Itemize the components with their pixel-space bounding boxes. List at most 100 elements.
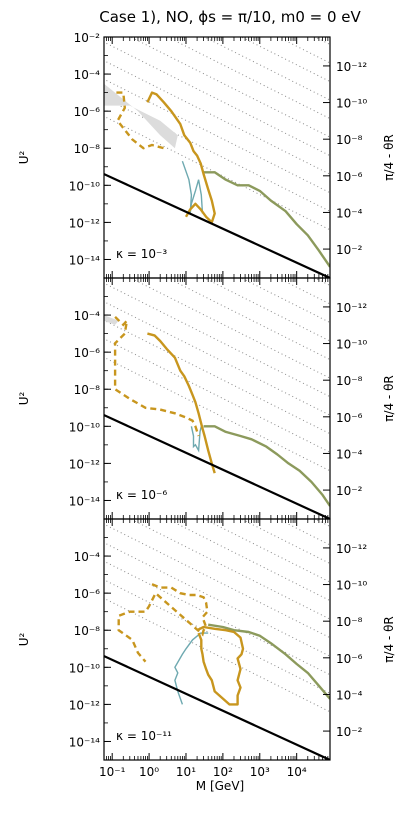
grid-line: [67, 357, 367, 508]
grid-line: [277, 278, 330, 305]
y-axis-label-right: π/4 - θR: [382, 134, 396, 181]
y-tick-label: 10⁻²: [74, 31, 101, 45]
x-tick-label: 10¹: [176, 765, 196, 779]
y-tick-label: 10⁻¹⁰: [69, 661, 100, 675]
series-gold-solid: [146, 91, 216, 224]
series-teal: [190, 426, 202, 453]
grid-line: [166, 519, 330, 602]
right-tick-label: 10⁻²: [336, 243, 363, 257]
series-olive: [203, 171, 330, 268]
x-tick-label: 10⁰: [139, 765, 159, 779]
y-tick-label: 10⁻¹⁴: [69, 253, 100, 267]
x-tick-label: 10²: [213, 765, 233, 779]
y-tick-label: 10⁻⁸: [74, 383, 101, 397]
y-tick-label: 10⁻⁸: [74, 142, 101, 156]
right-tick-label: 10⁻⁸: [336, 133, 363, 147]
grid-line: [104, 60, 330, 175]
right-tick-label: 10⁻²: [336, 725, 363, 739]
figure-title: Case 1), NO, ϕs = π/10, m0 = 0 eV: [99, 8, 361, 26]
right-tick-label: 10⁻¹⁰: [336, 97, 367, 111]
right-tick-label: 10⁻⁸: [336, 615, 363, 629]
plot-area: [67, 0, 367, 278]
y-tick-label: 10⁻⁴: [74, 68, 101, 82]
kappa-annotation: κ = 10⁻³: [116, 247, 167, 261]
right-tick-label: 10⁻⁶: [336, 652, 363, 666]
x-tick-label: 10⁻¹: [99, 765, 126, 779]
y-tick-label: 10⁻¹⁰: [69, 420, 100, 434]
right-tick-label: 10⁻⁴: [336, 688, 363, 702]
right-tick-label: 10⁻¹²: [336, 542, 367, 556]
y-tick-label: 10⁻⁸: [74, 624, 101, 638]
grid-line: [104, 542, 330, 657]
y-tick-label: 10⁻¹²: [69, 698, 100, 712]
y-tick-label: 10⁻¹²: [69, 216, 100, 230]
right-tick-label: 10⁻¹²: [336, 60, 367, 74]
grid-line: [67, 283, 367, 434]
y-axis-label: U²: [17, 151, 31, 165]
series-teal: [181, 160, 204, 214]
grid-line: [129, 519, 330, 620]
y-tick-label: 10⁻⁶: [74, 346, 101, 360]
plot-area: [67, 283, 367, 760]
y-tick-label: 10⁻¹⁴: [69, 735, 100, 749]
plot-area: [67, 116, 367, 519]
right-tick-label: 10⁻⁶: [336, 170, 363, 184]
grid-line: [240, 519, 330, 565]
series-seesaw: [104, 414, 330, 519]
grid-line: [104, 282, 330, 398]
grid-line: [104, 301, 330, 416]
grid-line: [67, 376, 367, 527]
series-gold-dashed: [116, 91, 165, 150]
y-tick-label: 10⁻⁴: [74, 309, 101, 323]
panels: 10⁻² 10⁻⁴ 10⁻⁶ 10⁻⁸ 10⁻¹⁰ 10⁻¹² 10⁻¹⁴ 10⁻¹² 10⁻¹…: [17, 0, 396, 779]
grid-line: [67, 116, 367, 267]
grid-line: [104, 560, 330, 676]
x-axis-label: M [GeV]: [196, 779, 244, 793]
series-seesaw: [104, 655, 330, 760]
y-axis-label: U²: [17, 633, 31, 647]
series-gold-solid: [147, 332, 216, 474]
series-gold-dashed: [117, 583, 209, 663]
right-tick-label: 10⁻⁶: [336, 411, 363, 425]
series-olive: [203, 425, 330, 507]
grid-line: [104, 319, 330, 435]
y-tick-label: 10⁻¹⁰: [69, 179, 100, 193]
grid-line: [67, 302, 367, 453]
series-shade: [104, 83, 178, 149]
kappa-annotation: κ = 10⁻⁶: [116, 488, 167, 502]
grid-line: [104, 523, 330, 639]
y-tick-label: 10⁻⁶: [74, 587, 101, 601]
right-tick-label: 10⁻¹⁰: [336, 338, 367, 352]
panel-top: 10⁻² 10⁻⁴ 10⁻⁶ 10⁻⁸ 10⁻¹⁰ 10⁻¹² 10⁻¹⁴ 10⁻¹² 10⁻¹…: [17, 0, 396, 279]
grid-line: [104, 78, 330, 194]
right-tick-label: 10⁻⁴: [336, 206, 363, 220]
grid-line: [129, 37, 330, 138]
y-tick-label: 10⁻⁶: [74, 105, 101, 119]
y-tick-label: 10⁻⁴: [74, 550, 101, 564]
right-tick-label: 10⁻¹⁰: [336, 579, 367, 593]
grid-line: [67, 135, 367, 286]
kappa-annotation: κ = 10⁻¹¹: [116, 729, 172, 743]
grid-line: [104, 338, 330, 453]
right-tick-label: 10⁻¹²: [336, 301, 367, 315]
y-tick-label: 10⁻¹⁴: [69, 494, 100, 508]
series-teal: [174, 632, 209, 705]
panel-middle: 10⁻⁴ 10⁻⁶ 10⁻⁸ 10⁻¹⁰ 10⁻¹² 10⁻¹⁴ 10⁻¹² 10⁻¹⁰ 10⁻…: [17, 116, 396, 520]
y-axis-label: U²: [17, 392, 31, 406]
y-axis-label-right: π/4 - θR: [382, 616, 396, 663]
series-gold-dashed: [113, 316, 200, 437]
y-tick-label: 10⁻¹²: [69, 457, 100, 471]
x-tick-label: 10³: [250, 765, 270, 779]
series-shade: [104, 315, 119, 325]
right-tick-label: 10⁻⁸: [336, 374, 363, 388]
y-axis-label-right: π/4 - θR: [382, 375, 396, 422]
grid-line: [67, 0, 367, 7]
grid-line: [166, 278, 330, 361]
series-seesaw: [104, 173, 330, 278]
series-gold-solid: [196, 625, 245, 706]
x-tick-label: 10⁴: [287, 765, 307, 779]
right-tick-label: 10⁻⁴: [336, 447, 363, 461]
panel-bottom: 10⁻⁴ 10⁻⁶ 10⁻⁸ 10⁻¹⁰ 10⁻¹² 10⁻¹⁴ 10⁻¹² 10⁻¹⁰ 10⁻…: [17, 283, 396, 779]
grid-line: [277, 519, 330, 546]
series-olive: [208, 623, 330, 700]
